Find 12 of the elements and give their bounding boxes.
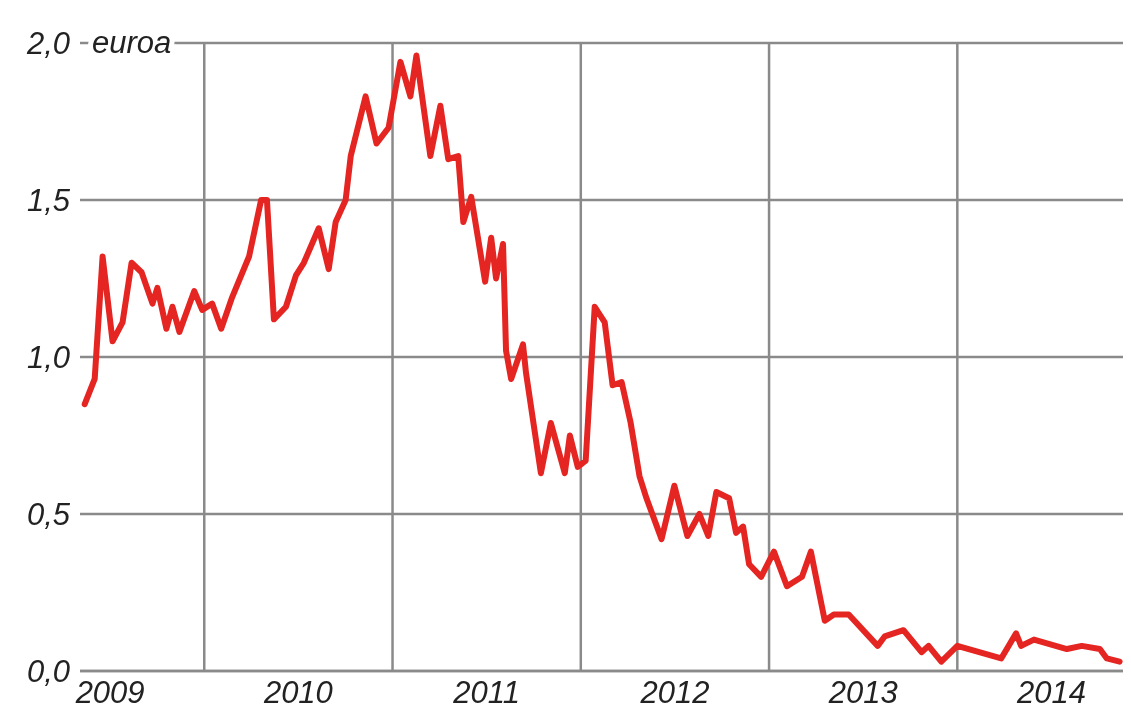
x-tick-label: 2014 — [1015, 675, 1086, 711]
x-tick-label: 2011 — [452, 675, 520, 711]
x-tick-label: 2010 — [262, 675, 333, 711]
x-tick-label: 2009 — [74, 675, 145, 711]
y-axis-title: euroa — [92, 25, 172, 60]
x-tick-label: 2012 — [639, 675, 710, 711]
y-tick-label: 1,0 — [26, 340, 70, 376]
y-tick-label: 1,5 — [26, 183, 71, 219]
y-tick-label: 0,0 — [26, 654, 70, 690]
y-tick-label: 0,5 — [26, 497, 71, 533]
y-tick-label: 2,0 — [25, 26, 70, 62]
x-tick-label: 2013 — [827, 675, 898, 711]
